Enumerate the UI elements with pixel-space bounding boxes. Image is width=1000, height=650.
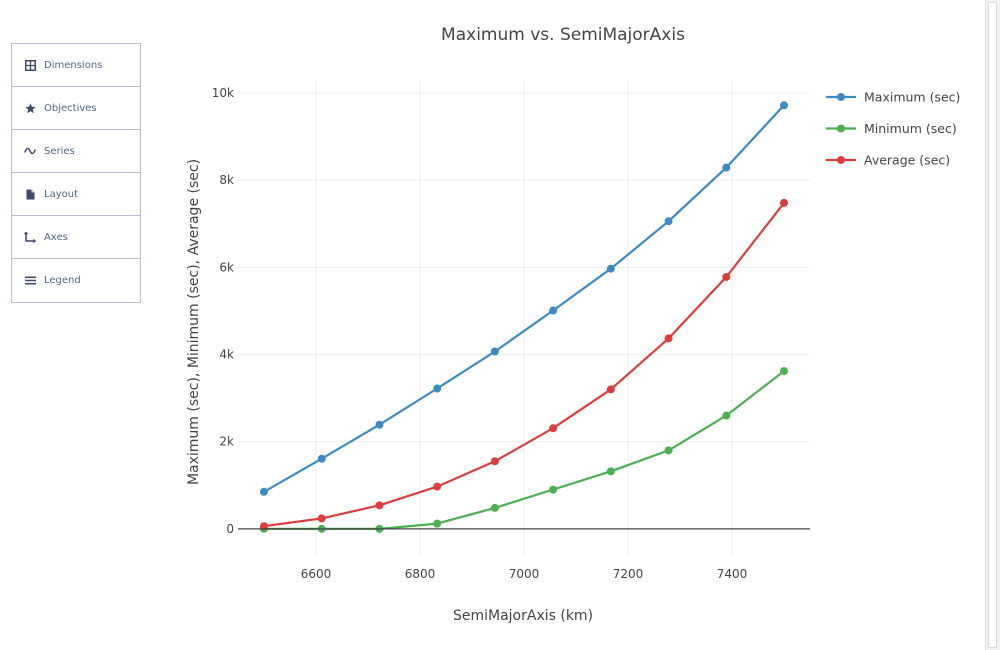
sidebar-item-label: Axes [44, 231, 68, 243]
data-point [780, 367, 788, 376]
data-point [375, 501, 384, 510]
data-point [664, 217, 673, 226]
y-tick-label: 8k [219, 173, 234, 187]
list-icon [23, 276, 37, 285]
y-tick-label: 4k [219, 348, 234, 362]
y-tick-label: 2k [219, 435, 234, 449]
data-point [664, 446, 673, 455]
vertical-scrollbar[interactable] [985, 0, 1000, 650]
x-tick-label: 6800 [405, 567, 436, 581]
data-point [375, 420, 384, 429]
star-icon [23, 102, 37, 114]
data-point [317, 514, 326, 523]
x-axis-label: SemiMajorAxis (km) [453, 608, 593, 624]
legend-marker [837, 93, 845, 101]
x-tick-label: 6600 [301, 567, 332, 581]
x-tick-label: 7400 [717, 567, 748, 581]
axes: 6600 6800 7000 7200 7400 0 2k 4k 6k 8k 10k [212, 86, 810, 581]
legend-marker [837, 124, 845, 133]
sidebar-item-dimensions[interactable]: Dimensions [12, 44, 140, 87]
legend-label: Average (sec) [864, 153, 950, 168]
data-point [606, 467, 615, 476]
sidebar-item-label: Legend [44, 275, 81, 286]
sidebar-item-axes[interactable]: Axes [12, 216, 140, 259]
wave-icon [23, 147, 37, 155]
data-point [490, 457, 499, 466]
data-point [433, 482, 442, 491]
legend-label: Minimum (sec) [864, 121, 957, 136]
data-point [780, 101, 788, 110]
data-point [490, 503, 499, 512]
y-tick-label: 10k [212, 86, 234, 100]
data-point [317, 454, 326, 463]
axes-icon [23, 231, 37, 243]
sidebar: Dimensions Objectives Series Layout Axes… [11, 43, 141, 303]
legend: Maximum (sec) Minimum (sec) Average (sec) [826, 90, 960, 168]
data-point [722, 411, 731, 420]
sidebar-item-layout[interactable]: Layout [12, 173, 140, 216]
legend-label: Maximum (sec) [864, 90, 960, 105]
data-point [722, 163, 731, 172]
data-point [433, 519, 442, 528]
data-point [260, 487, 268, 496]
data-point [780, 198, 788, 207]
x-tick-label: 7000 [509, 567, 540, 581]
sidebar-item-label: Layout [44, 188, 78, 200]
grid [238, 80, 810, 555]
data-point [722, 272, 731, 281]
x-tick-label: 7200 [613, 567, 644, 581]
y-tick-label: 6k [219, 260, 234, 274]
series-line [263, 104, 785, 493]
sidebar-item-objectives[interactable]: Objectives [12, 87, 140, 130]
data-point [606, 385, 615, 394]
sidebar-item-label: Series [44, 145, 75, 157]
sidebar-item-label: Objectives [44, 102, 97, 114]
sidebar-item-label: Dimensions [44, 59, 103, 71]
sidebar-item-series[interactable]: Series [12, 130, 140, 173]
data-point [549, 424, 558, 433]
document-icon [23, 189, 37, 200]
data-point [433, 384, 442, 393]
series-line [263, 202, 785, 528]
data-point [606, 264, 615, 273]
sidebar-item-legend[interactable]: Legend [12, 259, 140, 302]
legend-marker [837, 156, 845, 164]
data-point [549, 485, 558, 494]
data-point [549, 306, 558, 315]
scrollbar-thumb[interactable] [988, 2, 997, 648]
y-axis-label: Maximum (sec), Minimum (sec), Average (s… [186, 159, 202, 485]
y-tick-label: 0 [226, 522, 234, 536]
data-point [490, 347, 499, 356]
grid-icon [23, 59, 37, 71]
chart-title: Maximum vs. SemiMajorAxis [441, 25, 685, 45]
data-point [664, 334, 673, 343]
